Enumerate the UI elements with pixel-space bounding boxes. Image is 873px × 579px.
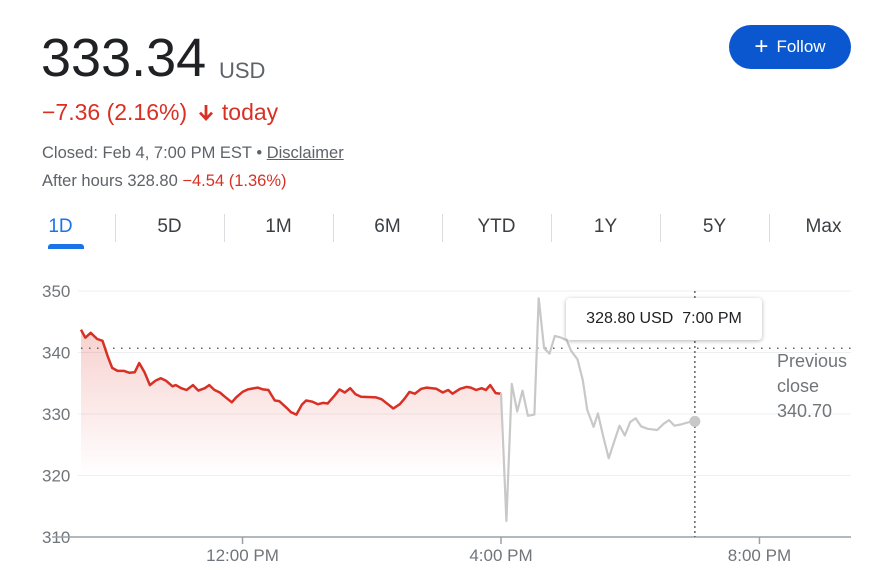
- tab-6m[interactable]: 6M: [374, 216, 401, 237]
- tab-ytd[interactable]: YTD: [477, 216, 516, 237]
- tab-1y[interactable]: 1Y: [593, 216, 618, 237]
- y-tick-label: 320: [42, 467, 70, 486]
- after-hours-price: 328.80: [127, 172, 178, 190]
- tab-5d[interactable]: 5D: [157, 216, 182, 237]
- tooltip-price: 328.80 USD: [586, 310, 674, 327]
- tab-divider: [224, 214, 225, 242]
- status-text: Closed: Feb 4, 7:00 PM EST: [42, 144, 252, 162]
- tab-5y[interactable]: 5Y: [702, 216, 727, 237]
- range-tabs: 1D 5D 1M 6M YTD 1Y 5Y Max: [6, 210, 873, 250]
- tab-divider: [442, 214, 443, 242]
- after-hours-label: After hours: [42, 172, 123, 190]
- tab-divider: [115, 214, 116, 242]
- previous-close-text: Previous: [777, 351, 848, 371]
- after_hours-series-line: [499, 297, 695, 523]
- x-tick-label: 12:00 PM: [206, 546, 279, 565]
- separator: •: [256, 144, 263, 162]
- after-hours-change: −4.54 (1.36%): [182, 172, 287, 190]
- follow-label: Follow: [776, 37, 826, 56]
- tab-1d[interactable]: 1D: [6, 210, 115, 249]
- arrow-down-icon: [198, 101, 214, 128]
- hover-tooltip: 328.80 USD 7:00 PM: [566, 298, 762, 340]
- previous-close-value: 340.70: [777, 401, 833, 421]
- market-status: Closed: Feb 4, 7:00 PM EST • Disclaimer: [42, 144, 344, 163]
- tab-divider: [769, 214, 770, 242]
- change-period: today: [221, 99, 279, 125]
- follow-button[interactable]: + Follow: [729, 25, 851, 69]
- regular-series-line: [79, 329, 502, 416]
- tab-1m[interactable]: 1M: [265, 216, 292, 237]
- x-tick-label: 4:00 PM: [469, 546, 532, 565]
- y-tick-label: 350: [42, 282, 70, 301]
- change-value: −7.36 (2.16%): [42, 99, 188, 125]
- tab-divider: [333, 214, 334, 242]
- tab-divider: [551, 214, 552, 242]
- tab-divider: [660, 214, 661, 242]
- tooltip-time: 7:00 PM: [682, 310, 742, 327]
- y-tick-label: 330: [42, 405, 70, 424]
- y-tick-label: 340: [42, 344, 70, 363]
- previous-close-label: Previous close 340.70: [777, 349, 847, 424]
- area-fill: [81, 329, 501, 537]
- disclaimer-link[interactable]: Disclaimer: [266, 144, 344, 162]
- previous-close-text: close: [777, 376, 820, 396]
- tab-max[interactable]: Max: [805, 216, 842, 237]
- hover-point: [689, 415, 701, 427]
- daily-change: −7.36 (2.16%) today: [42, 99, 278, 128]
- x-tick-label: 8:00 PM: [728, 546, 791, 565]
- after-hours-info: After hours 328.80 −4.54 (1.36%): [42, 172, 286, 191]
- plus-icon: +: [754, 33, 769, 60]
- current-price: 333.34: [41, 28, 207, 88]
- currency-label: USD: [219, 58, 266, 83]
